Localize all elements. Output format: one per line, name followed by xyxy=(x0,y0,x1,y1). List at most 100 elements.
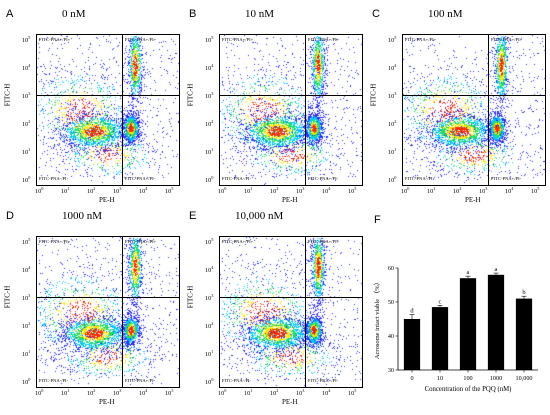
quadrant-label-ll: FITC-PNA-/PI- xyxy=(222,176,252,181)
x-tick-label: 101 xyxy=(427,186,436,196)
panel-title: 1000 nM xyxy=(62,210,103,222)
x-tick-label: 100 xyxy=(35,186,44,196)
flow-panel-a: A 0 nM FITC-PNA+/PI+ FITC-PNA+/PI+ FITC-PNA-… xyxy=(0,4,182,204)
y-tick-label: 40 xyxy=(388,333,394,340)
y-tick-label: 101 xyxy=(22,147,31,157)
x-axis-title: PE-H xyxy=(99,196,115,204)
quadrant-label-lr: FITC-PNA+/PI- xyxy=(308,378,339,383)
gate-line-horizontal xyxy=(37,297,179,298)
x-tick-label: 103 xyxy=(479,186,488,196)
quadrant-label-ll: FITC-PNA-/PI- xyxy=(405,176,435,181)
gate-line-vertical xyxy=(122,35,123,185)
significance-label: c xyxy=(439,298,442,305)
quadrant-label-lr: FITC-PNA+/PI- xyxy=(308,176,339,181)
x-axis-title: PE-H xyxy=(282,196,298,204)
y-tick-label: 103 xyxy=(22,293,31,303)
y-tick-label: 104 xyxy=(205,63,214,73)
y-tick-label: 100 xyxy=(205,175,214,185)
x-tick-label: 101 xyxy=(61,388,70,398)
y-axis-title: FITC-H xyxy=(3,83,12,107)
quadrant-label-ul: FITC-PNA+/PI+ xyxy=(39,37,71,42)
gate-line-vertical xyxy=(305,237,306,387)
panel-letter: C xyxy=(372,8,380,20)
density-dots xyxy=(403,35,545,185)
y-tick-label: 102 xyxy=(205,119,214,129)
y-tick-label: 103 xyxy=(388,91,397,101)
gate-line-horizontal xyxy=(220,95,362,96)
x-tick-label: 103 xyxy=(113,186,122,196)
bar xyxy=(431,307,449,370)
significance-label: b xyxy=(522,289,525,296)
flow-panel-b: B 10 nM FITC-PNA+/PI+ FITC-PNA+/PI+ FITC-PNA… xyxy=(183,4,365,204)
y-tick-label: 102 xyxy=(22,321,31,331)
x-tick-label: 100 xyxy=(218,388,227,398)
x-tick-label: 104 xyxy=(505,186,514,196)
y-axis-title: FITC-H xyxy=(186,83,195,107)
y-tick-label: 100 xyxy=(205,377,214,387)
y-tick-label: 105 xyxy=(22,35,31,45)
quadrant-label-ul: FITC-PNA+/PI+ xyxy=(405,37,437,42)
quadrant-label-ur: FITC-PNA+/PI+ xyxy=(125,37,157,42)
x-tick-label: 100 xyxy=(218,186,227,196)
y-tick-label: 105 xyxy=(205,237,214,247)
density-plot: FITC-PNA+/PI+ FITC-PNA+/PI+ FITC-PNA-/PI- F… xyxy=(36,34,180,186)
x-tick-label: 104 xyxy=(139,186,148,196)
y-axis-title: FITC-H xyxy=(369,83,378,107)
panel-letter: E xyxy=(189,210,197,222)
y-axis-title: FITC-H xyxy=(3,285,12,309)
gate-line-vertical xyxy=(305,35,306,185)
density-dots xyxy=(220,35,362,185)
y-tick-label: 103 xyxy=(205,293,214,303)
x-tick-label: 105 xyxy=(348,388,357,398)
bar xyxy=(487,274,505,370)
quadrant-label-ul: FITC-PNA+/PI+ xyxy=(222,239,254,244)
x-tick-label: 100 xyxy=(463,375,472,382)
x-tick-label: 10,000 xyxy=(515,375,532,382)
significance-label: a xyxy=(467,269,470,276)
quadrant-label-lr: FITC-PNA+/PI- xyxy=(125,176,156,181)
x-tick-label: 101 xyxy=(244,186,253,196)
y-tick-label: 105 xyxy=(205,35,214,45)
bar-chart-panel: F 30 40 50 60 d 0 c 10 a 100 a 1000 b 10,000 Concentra… xyxy=(360,206,548,411)
panel-title: 0 nM xyxy=(62,8,86,20)
x-tick-label: 101 xyxy=(244,388,253,398)
x-tick-label: 105 xyxy=(531,186,540,196)
x-tick-label: 102 xyxy=(270,388,279,398)
x-tick-label: 104 xyxy=(139,388,148,398)
y-tick-label: 100 xyxy=(388,175,397,185)
x-axis-title: PE-H xyxy=(99,398,115,406)
y-tick-label: 101 xyxy=(22,349,31,359)
y-tick-label: 50 xyxy=(388,299,394,306)
x-axis-title: PE-H xyxy=(465,196,481,204)
bar xyxy=(515,298,533,370)
y-tick-label: 101 xyxy=(388,147,397,157)
x-tick-label: 0 xyxy=(410,375,413,382)
density-plot: FITC-PNA+/PI+ FITC-PNA+/PI+ FITC-PNA-/PI- F… xyxy=(219,34,363,186)
y-tick-label: 30 xyxy=(388,367,394,374)
density-dots xyxy=(220,237,362,387)
y-axis-title: FITC-H xyxy=(186,285,195,309)
y-tick-label: 104 xyxy=(205,265,214,275)
density-dots xyxy=(37,237,179,387)
quadrant-label-ul: FITC-PNA+/PI+ xyxy=(222,37,254,42)
x-tick-label: 1000 xyxy=(490,375,502,382)
x-tick-label: 10 xyxy=(437,375,443,382)
quadrant-label-ul: FITC-PNA+/PI+ xyxy=(39,239,71,244)
x-tick-label: 104 xyxy=(322,186,331,196)
y-tick-label: 104 xyxy=(22,63,31,73)
density-dots xyxy=(37,35,179,185)
panel-letter: D xyxy=(6,210,14,222)
flow-panel-d: D 1000 nM FITC-PNA+/PI+ FITC-PNA+/PI+ FITC-P… xyxy=(0,206,182,406)
x-tick-label: 104 xyxy=(322,388,331,398)
density-plot: FITC-PNA+/PI+ FITC-PNA+/PI+ FITC-PNA-/PI- F… xyxy=(402,34,546,186)
panel-letter: B xyxy=(189,8,197,20)
quadrant-label-lr: FITC-PNA+/PI- xyxy=(125,378,156,383)
y-tick-label: 102 xyxy=(388,119,397,129)
y-tick-label: 104 xyxy=(388,63,397,73)
quadrant-label-ur: FITC-PNA+/PI+ xyxy=(491,37,523,42)
x-tick-label: 105 xyxy=(165,186,174,196)
x-tick-label: 105 xyxy=(348,186,357,196)
panel-title: 10 nM xyxy=(245,8,275,20)
flow-panel-c: C 100 nM FITC-PNA+/PI+ FITC-PNA+/PI+ FITC-PN… xyxy=(366,4,548,204)
y-tick-label: 60 xyxy=(388,265,394,272)
